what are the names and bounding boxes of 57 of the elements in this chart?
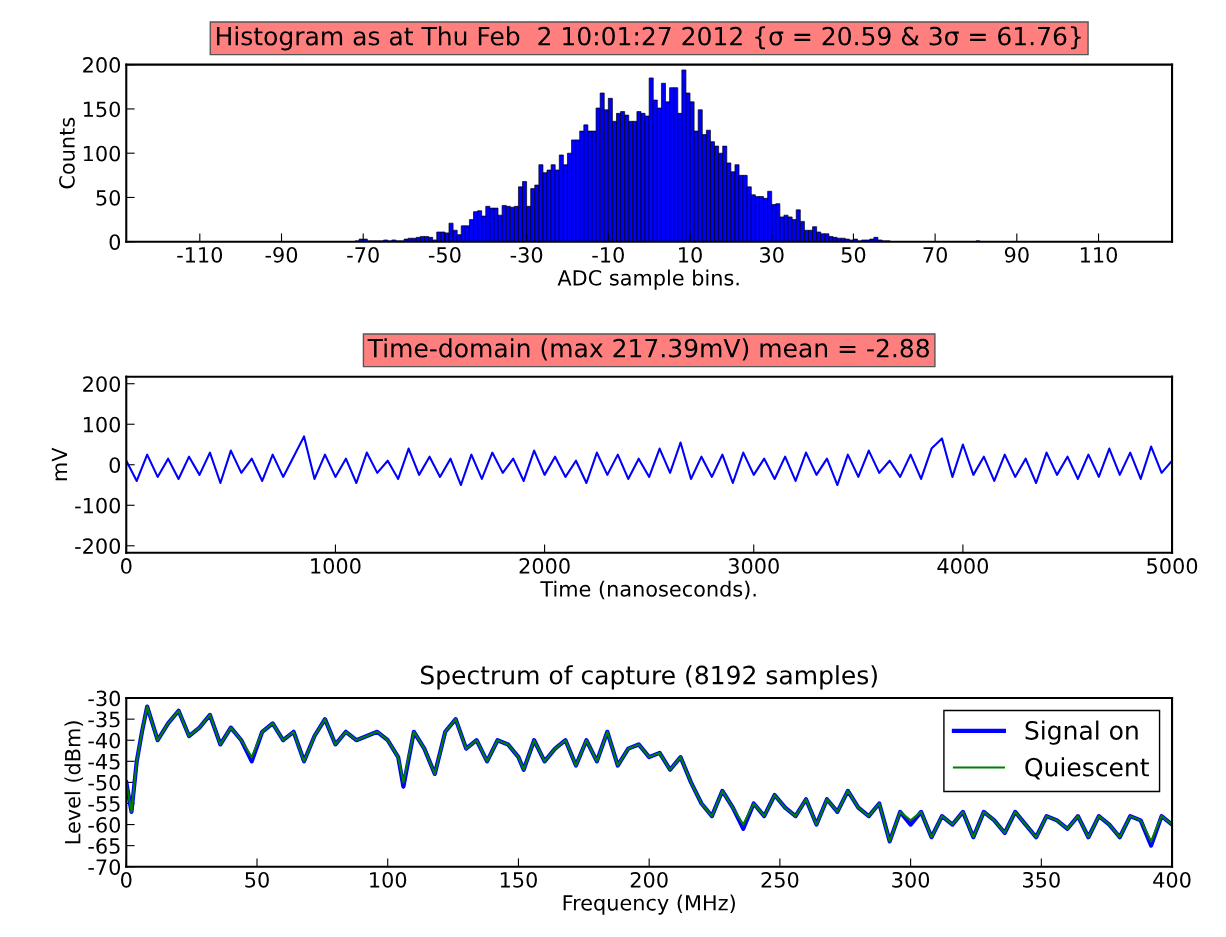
legend-label: Signal on	[1025, 720, 1138, 745]
y-axis-title: Counts	[59, 117, 75, 189]
y-tick-label: 200	[83, 57, 121, 73]
y-tick-label: -70	[88, 859, 121, 875]
y-tick-label: -55	[88, 796, 120, 812]
y-tick-label: 50	[96, 189, 121, 206]
x-tick-label: -90	[265, 246, 298, 263]
x-tick-label: 400	[1153, 871, 1191, 888]
y-tick-label: 0	[109, 234, 121, 250]
x-tick-label: -10	[592, 246, 624, 263]
x-tick-label: -110	[177, 246, 223, 263]
y-tick-label: 100	[83, 145, 121, 162]
y-tick-label: -60	[88, 817, 121, 833]
y-tick-label: -65	[88, 838, 120, 854]
x-axis-title: ADC sample bins.	[557, 269, 739, 290]
chart-title: Spectrum of capture (8192 samples)	[420, 665, 877, 690]
x-tick-label: 2000	[519, 558, 570, 574]
y-tick-label: 200	[83, 376, 121, 392]
y-tick-label: -200	[75, 538, 121, 554]
x-axis-title: Time (nanoseconds).	[540, 580, 756, 600]
x-tick-label: 10	[679, 246, 702, 263]
y-tick-label: -30	[88, 690, 121, 707]
x-tick-label: 3000	[728, 558, 779, 574]
x-tick-label: 110	[1080, 246, 1118, 263]
y-tick-label: 150	[83, 101, 121, 118]
x-tick-label: 350	[1023, 871, 1060, 888]
chart-title: Histogram as at Thu Feb 2 10:01:27 2012 {σ = 20.59 & 3σ = 61.76}	[216, 26, 1081, 51]
x-tick-label: 30	[760, 246, 784, 263]
x-tick-label: 5000	[1147, 558, 1198, 574]
x-tick-label: 70	[923, 246, 947, 263]
x-tick-label: -70	[347, 246, 379, 263]
x-tick-label: 150	[500, 871, 537, 888]
x-tick-label: 100	[370, 871, 407, 888]
y-tick-label: -45	[88, 754, 120, 770]
legend-label: Quiescent	[1025, 757, 1149, 780]
x-tick-label: -30	[510, 246, 543, 263]
x-tick-label: 50	[245, 871, 269, 888]
chart-title: Time-domain (max 217.39mV) mean = -2.88	[367, 338, 929, 361]
x-tick-label: 250	[761, 871, 799, 888]
y-tick-label: -50	[88, 774, 121, 791]
x-tick-label: -50	[428, 246, 461, 263]
x-tick-label: 200	[630, 871, 668, 888]
y-axis-title: Level (dBm)	[64, 721, 84, 844]
x-tick-label: 90	[1004, 246, 1029, 263]
x-tick-label: 1000	[311, 558, 361, 574]
y-axis-title: mV	[51, 447, 68, 481]
y-tick-label: 0	[109, 457, 121, 473]
y-tick-label: -35	[88, 711, 120, 728]
x-tick-label: 0	[121, 871, 132, 888]
x-tick-label: 300	[892, 871, 930, 888]
y-tick-label: -100	[75, 497, 121, 514]
x-tick-label: 50	[841, 246, 866, 263]
x-axis-title: Frequency (MHz)	[563, 894, 735, 915]
y-tick-label: -40	[88, 732, 121, 749]
x-tick-label: 0	[121, 558, 132, 574]
x-tick-label: 4000	[937, 558, 989, 574]
y-tick-label: 100	[83, 416, 121, 433]
